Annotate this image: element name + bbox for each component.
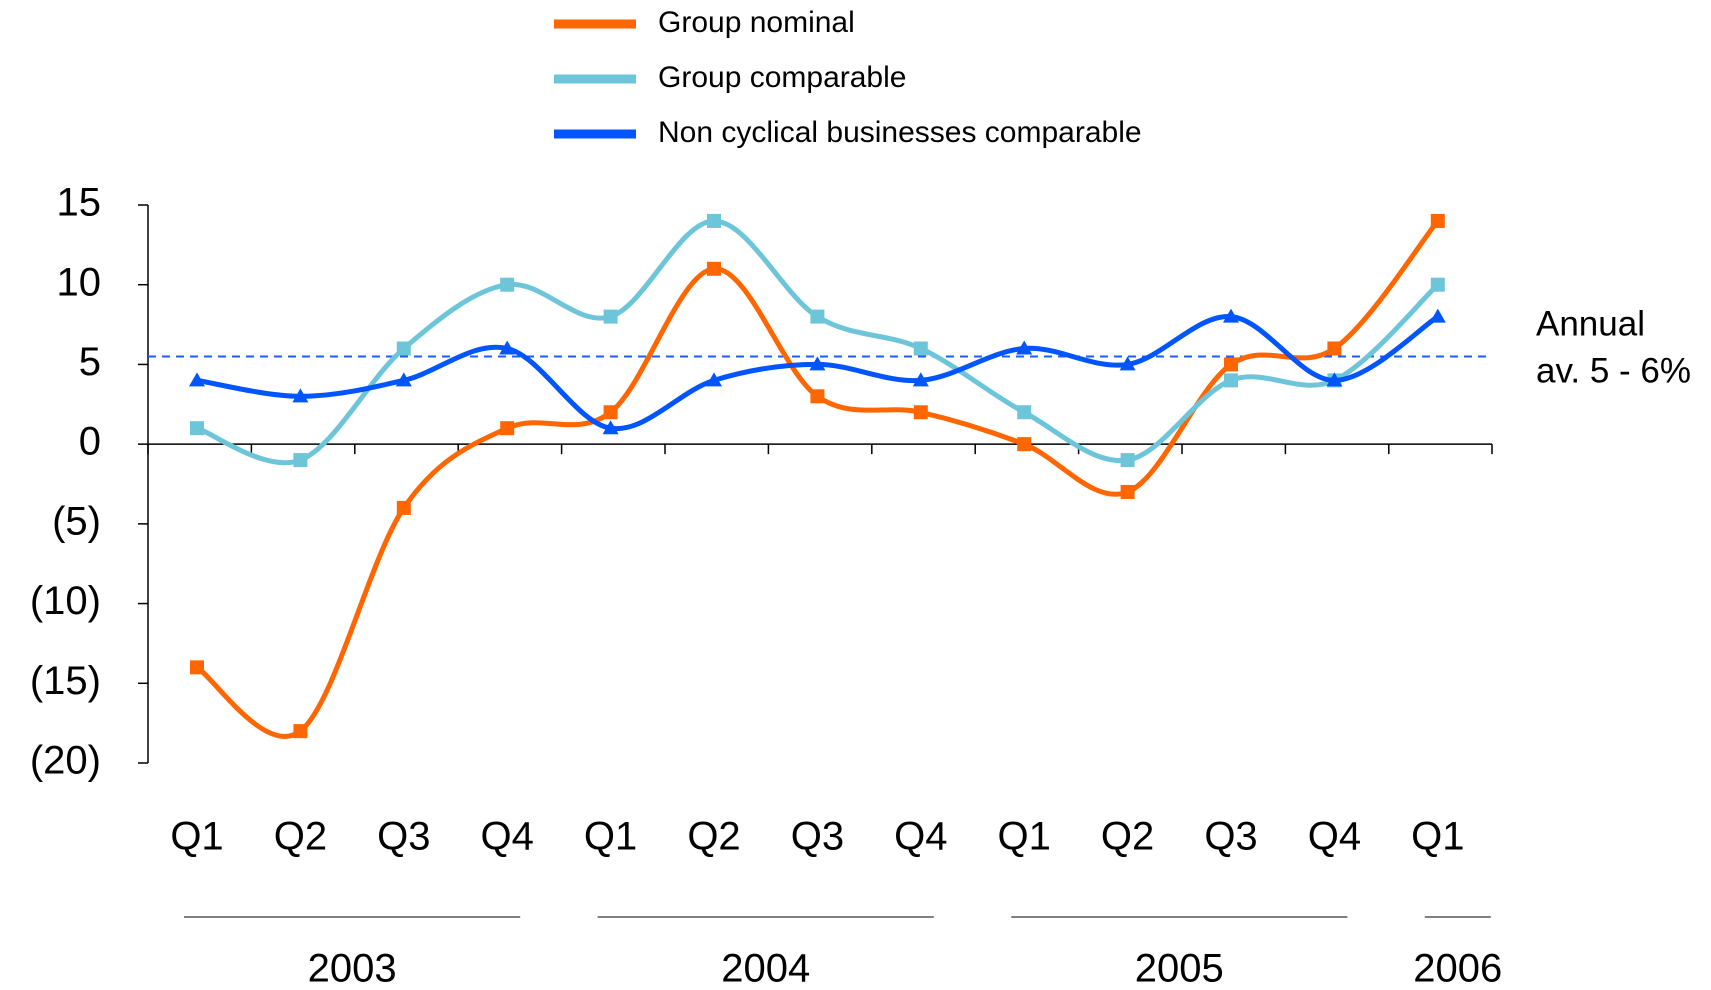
x-tick-label: Q2 [687,815,740,859]
marker [1120,453,1135,468]
x-tick-label: Q1 [1411,815,1464,859]
reference-label: Annual [1536,304,1645,343]
x-tick-label: Q1 [584,815,637,859]
x-tick-label: Q3 [377,815,430,859]
y-tick-label: 5 [79,340,101,384]
marker [1119,356,1136,371]
marker [1327,341,1342,356]
marker [292,388,309,403]
x-tick-label: Q4 [1308,815,1361,859]
y-tick-label: (20) [30,739,101,783]
marker [1224,357,1238,372]
y-tick-label: 15 [57,181,102,225]
marker [1016,340,1033,355]
marker [1223,308,1239,323]
marker [500,277,515,292]
x-tick-label: Q4 [894,815,947,859]
marker [293,724,308,739]
legend-label: Group nominal [658,6,855,39]
marker [603,405,618,420]
marker [190,421,204,436]
y-tick-label: (5) [52,499,101,543]
marker [706,372,722,387]
y-tick-label: 0 [79,420,101,464]
marker [395,372,412,387]
legend-label: Group comparable [658,61,906,94]
marker [1430,277,1445,292]
x-tick-label: Q3 [1204,815,1257,859]
marker [707,261,721,276]
marker [913,405,928,420]
year-label: 2006 [1413,947,1502,990]
marker [1120,484,1135,499]
x-tick-label: Q3 [791,815,844,859]
marker [1224,373,1238,388]
marker [1429,308,1446,323]
marker [189,372,205,387]
series-line [195,219,1440,739]
y-tick-label: 10 [57,260,102,304]
marker [707,213,721,228]
marker [293,453,308,468]
marker [1017,437,1032,452]
marker [913,341,928,356]
marker [1017,405,1032,420]
marker [810,389,825,404]
x-tick-label: Q1 [998,815,1051,859]
marker [603,309,618,324]
marker [809,356,826,371]
reference-label: av. 5 - 6% [1536,351,1691,390]
series-line [196,218,1440,466]
legend-label: Non cyclical businesses comparable [658,116,1142,149]
x-tick-label: Q2 [274,815,327,859]
x-tick-label: Q4 [481,815,534,859]
marker [190,660,204,675]
year-label: 2005 [1135,947,1224,990]
marker [396,341,411,356]
marker [810,309,825,324]
marker [1430,213,1445,228]
y-tick-label: (15) [30,659,101,703]
marker [499,340,516,355]
x-tick-label: Q2 [1101,815,1154,859]
year-label: 2003 [308,947,397,990]
year-label: 2004 [721,947,810,990]
marker [500,421,515,436]
marker [396,500,411,515]
marker [1326,372,1343,387]
marker [912,372,929,387]
x-tick-label: Q1 [170,815,223,859]
y-tick-label: (10) [30,579,101,623]
marker [602,420,619,435]
